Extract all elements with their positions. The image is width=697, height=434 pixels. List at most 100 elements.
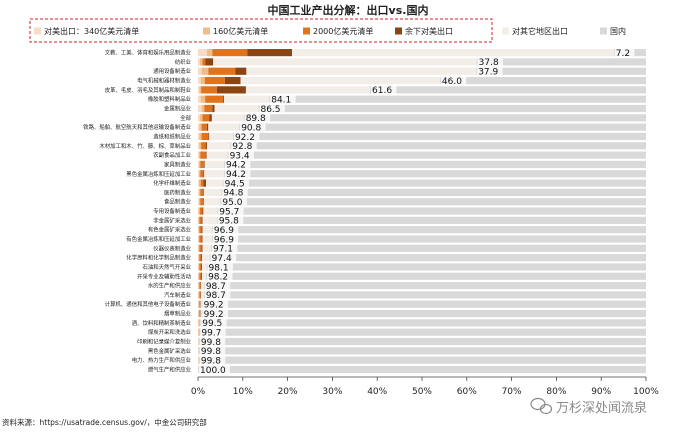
category-label-27: 计算机、通信和其他电子设备制造业 — [105, 300, 192, 308]
value-label-bg-20 — [212, 234, 239, 244]
bar-13-series-0 — [198, 170, 199, 178]
bar-19-series-3 — [201, 226, 203, 234]
value-label-15: 94.8 — [223, 189, 243, 199]
category-label-2: 通用设备制造业 — [153, 67, 191, 75]
legend-label-4: 对其它地区出口 — [512, 26, 568, 36]
bar-3-series-4 — [240, 76, 440, 85]
bar-4-series-2 — [201, 86, 217, 94]
category-label-18: 非金属矿采选业 — [153, 216, 191, 224]
bar-12-series-2 — [200, 160, 204, 169]
bar-22-series-2 — [199, 254, 202, 262]
value-label-bg-6 — [259, 103, 285, 114]
bar-13-series-2 — [200, 170, 204, 178]
bar-0-series-1 — [206, 49, 213, 57]
bar-1-series-2 — [202, 58, 206, 66]
category-label-11: 农副食品加工业 — [153, 151, 191, 159]
value-label-bg-25 — [204, 280, 231, 291]
x-tick-label-5: 50% — [412, 387, 432, 397]
bar-10-series-4 — [206, 142, 231, 150]
category-label-30: 煤炭开采和洗选业 — [148, 328, 192, 336]
value-labels: 7.237.837.946.061.684.186.589.890.892.29… — [199, 47, 635, 376]
x-tick-label-7: 70% — [502, 387, 522, 397]
value-label-26: 98.7 — [206, 291, 226, 301]
category-label-14: 化学纤维制造业 — [153, 179, 191, 187]
value-label-0: 7.2 — [616, 49, 630, 59]
bar-9-series-1 — [199, 132, 202, 141]
legend-label-3: 余下对美出口 — [405, 26, 453, 36]
bar-16-series-5 — [220, 198, 646, 206]
bar-11-series-1 — [198, 151, 201, 159]
bar-31-series-5 — [198, 337, 646, 346]
bar-29-series-1 — [198, 319, 200, 327]
value-label-17: 95.7 — [219, 207, 239, 217]
bar-8-series-4 — [208, 123, 240, 131]
bar-1-series-5 — [476, 58, 646, 66]
value-label-bg-9 — [233, 131, 260, 142]
bar-6-series-1 — [201, 104, 205, 113]
value-label-34: 100.0 — [200, 366, 226, 376]
bar-7-series-4 — [211, 114, 244, 122]
category-label-8: 铁路、船舶、航空航天和其他运输设备制造业 — [83, 123, 191, 131]
value-label-bg-16 — [221, 197, 247, 207]
bar-29-series-5 — [200, 319, 647, 327]
x-tick-label-0: 0% — [191, 387, 206, 397]
legend-swatch-4 — [502, 27, 509, 35]
wechat-icon — [530, 397, 553, 415]
value-label-24: 98.2 — [208, 273, 228, 283]
category-label-3: 电气机械和器材制造业 — [137, 77, 192, 85]
value-label-20: 96.9 — [214, 235, 234, 245]
bar-22-series-5 — [209, 254, 646, 262]
bar-11-series-3 — [205, 151, 207, 159]
bar-13-series-1 — [198, 170, 201, 178]
bar-21-series-4 — [202, 244, 211, 252]
value-label-bg-26 — [204, 290, 231, 300]
category-label-32: 黑色金属矿采选业 — [148, 347, 192, 355]
bar-6-series-3 — [212, 104, 215, 113]
bar-12-series-0 — [198, 160, 199, 169]
bar-4-series-3 — [216, 86, 246, 94]
bar-18-series-3 — [201, 216, 203, 224]
bar-23-series-2 — [199, 263, 202, 271]
bar-20-series-5 — [211, 235, 646, 243]
value-label-27: 99.2 — [204, 301, 224, 311]
bar-24-series-1 — [198, 272, 200, 280]
category-label-24: 开采专业及辅助性活动 — [137, 272, 192, 280]
bar-19-series-4 — [202, 226, 212, 234]
legend-label-1: 160亿美元清单 — [213, 26, 268, 36]
bar-21-series-3 — [201, 244, 203, 252]
category-label-5: 橡胶和塑料制品业 — [148, 95, 192, 103]
value-label-28: 99.2 — [204, 310, 224, 320]
bar-7-series-3 — [209, 114, 212, 122]
bar-14-series-5 — [222, 179, 646, 187]
value-label-10: 92.8 — [232, 142, 252, 152]
legend: 对美出口：340亿美元清单 160亿美元清单 2000亿美元清单 余下对美出口 对其它地… — [34, 26, 626, 36]
category-label-33: 电力、热力生产和供应业 — [132, 356, 192, 364]
value-label-bg-2 — [477, 66, 503, 77]
legend-swatch-1 — [203, 27, 210, 35]
bar-12-series-1 — [198, 160, 201, 169]
bar-25-series-5 — [203, 282, 646, 290]
category-label-25: 水的生产和供应业 — [148, 282, 192, 290]
value-label-bg-29 — [201, 318, 227, 328]
x-tick-label-8: 80% — [546, 387, 566, 397]
bar-5-series-4 — [223, 95, 270, 103]
legend-swatch-0 — [34, 27, 41, 35]
bar-28-series-4 — [200, 309, 202, 318]
bar-5-series-1 — [200, 95, 206, 103]
bar-33-series-5 — [198, 356, 646, 364]
legend-swatch-3 — [395, 27, 402, 35]
bar-26-series-1 — [198, 291, 200, 299]
value-label-bg-28 — [202, 308, 228, 319]
value-label-bg-15 — [222, 187, 248, 198]
category-label-6: 金属制品业 — [164, 105, 192, 113]
bar-2-series-1 — [201, 67, 209, 75]
value-label-23: 98.1 — [209, 263, 229, 273]
bar-19-series-1 — [198, 226, 200, 234]
category-label-17: 专用设备制造业 — [153, 207, 191, 215]
bar-15-series-3 — [202, 188, 204, 196]
bar-2-series-5 — [476, 67, 646, 75]
bar-25-series-1 — [198, 282, 200, 290]
bar-16-series-3 — [202, 198, 204, 206]
bar-16-series-1 — [198, 198, 201, 206]
